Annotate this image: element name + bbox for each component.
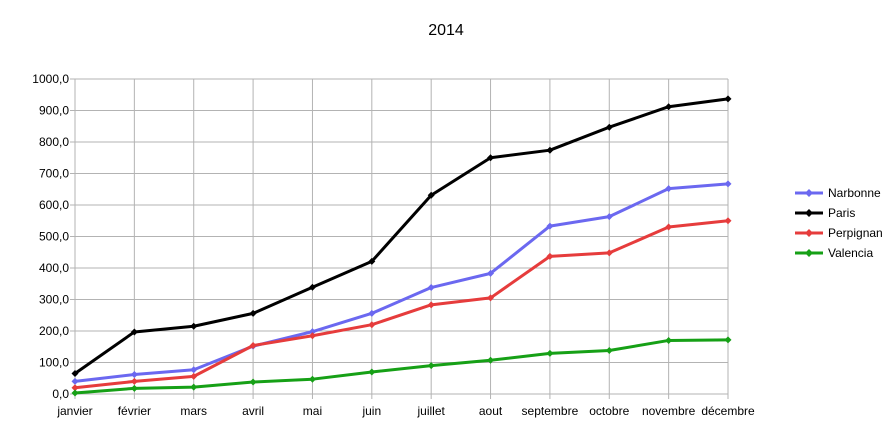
axes: 0,0 100,0 200,0 300,0 400,0 500,0 600,0 700,0 80… xyxy=(32,72,755,418)
data-point xyxy=(487,294,495,302)
x-tick-label: janvier xyxy=(56,404,92,418)
series-line-narbonne xyxy=(73,182,730,383)
series-line-perpignan xyxy=(73,219,730,390)
data-point xyxy=(487,154,495,162)
data-series xyxy=(71,95,732,397)
x-tick-label: décembre xyxy=(701,404,755,418)
y-tick-label: 300,0 xyxy=(39,293,69,307)
data-point xyxy=(665,103,673,111)
x-tick-label: octobre xyxy=(589,404,629,418)
data-point xyxy=(308,328,316,336)
x-tick-label: mai xyxy=(303,404,322,418)
chart-title: 2014 xyxy=(428,22,464,39)
data-point xyxy=(249,341,257,349)
data-point xyxy=(130,377,138,385)
data-point xyxy=(605,347,613,355)
x-tick-label: février xyxy=(118,404,151,418)
data-point xyxy=(427,191,435,199)
data-point xyxy=(724,336,732,344)
data-point xyxy=(71,389,79,397)
legend-marker xyxy=(805,209,813,217)
data-point xyxy=(190,322,198,330)
data-point xyxy=(308,283,316,291)
legend-label: Perpignan xyxy=(828,226,883,240)
data-point xyxy=(427,301,435,309)
data-point xyxy=(724,95,732,103)
legend-label: Narbonne xyxy=(828,186,881,200)
y-tick-label: 500,0 xyxy=(39,230,69,244)
series-line-valencia xyxy=(73,338,730,395)
data-point xyxy=(546,252,554,260)
data-point xyxy=(546,349,554,357)
data-point xyxy=(71,384,79,392)
legend-label: Paris xyxy=(828,206,855,220)
data-point xyxy=(605,213,613,221)
data-point xyxy=(190,366,198,374)
x-tick-label: avril xyxy=(242,404,264,418)
data-point xyxy=(665,223,673,231)
data-point xyxy=(190,383,198,391)
legend-marker xyxy=(805,249,813,257)
y-tick-label: 0,0 xyxy=(52,387,69,401)
data-point xyxy=(130,328,138,336)
data-point xyxy=(249,309,257,317)
data-point xyxy=(427,362,435,370)
x-tick-label: juillet xyxy=(417,404,446,418)
series-line-paris xyxy=(73,97,730,376)
data-point xyxy=(665,185,673,193)
data-point xyxy=(308,332,316,340)
y-tick-label: 600,0 xyxy=(39,198,69,212)
legend-marker xyxy=(805,229,813,237)
y-tick-label: 200,0 xyxy=(39,324,69,338)
data-point xyxy=(546,146,554,154)
x-tick-label: aout xyxy=(479,404,503,418)
x-tick-label: novembre xyxy=(642,404,696,418)
data-point xyxy=(605,123,613,131)
data-point xyxy=(190,372,198,380)
data-point xyxy=(71,370,79,378)
data-point xyxy=(368,321,376,329)
legend: Narbonne Paris Perpignan Valencia xyxy=(795,186,883,260)
legend-label: Valencia xyxy=(828,246,873,260)
data-point xyxy=(130,370,138,378)
x-tick-label: septembre xyxy=(522,404,579,418)
data-point xyxy=(487,356,495,364)
data-point xyxy=(308,375,316,383)
legend-marker xyxy=(805,189,813,197)
data-point xyxy=(487,269,495,277)
data-point xyxy=(546,222,554,230)
y-tick-label: 1000,0 xyxy=(32,72,69,86)
x-tick-label: mars xyxy=(180,404,207,418)
data-point xyxy=(427,284,435,292)
data-point xyxy=(724,180,732,188)
data-point xyxy=(368,257,376,265)
y-tick-label: 900,0 xyxy=(39,104,69,118)
y-tick-label: 100,0 xyxy=(39,356,69,370)
data-point xyxy=(130,384,138,392)
y-tick-label: 800,0 xyxy=(39,135,69,149)
y-tick-label: 700,0 xyxy=(39,167,69,181)
data-point xyxy=(665,336,673,344)
data-point xyxy=(249,378,257,386)
data-point xyxy=(71,377,79,385)
x-tick-label: juin xyxy=(361,404,381,418)
data-point xyxy=(724,217,732,225)
data-point xyxy=(368,309,376,317)
y-tick-label: 400,0 xyxy=(39,261,69,275)
data-point xyxy=(605,249,613,257)
data-point xyxy=(368,368,376,376)
